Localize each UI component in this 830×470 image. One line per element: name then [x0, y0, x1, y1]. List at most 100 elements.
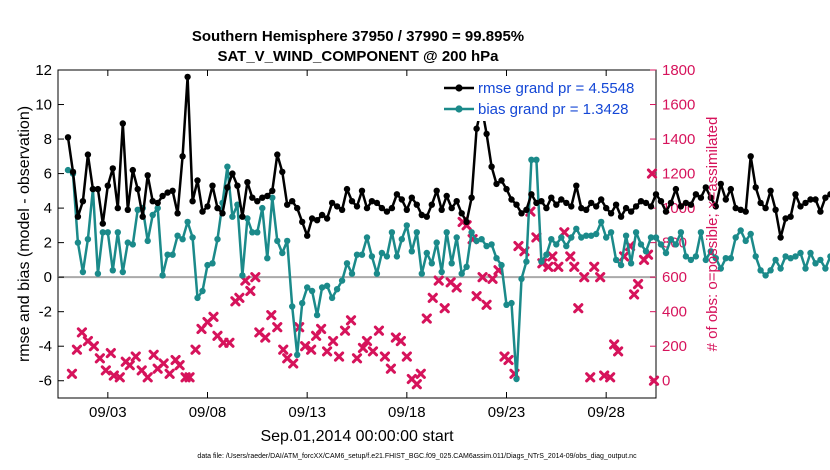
- bias-point: [154, 204, 161, 212]
- rmse-point: [64, 134, 72, 141]
- bias-point: [304, 284, 311, 291]
- chart-title: Southern Hemisphere 37950 / 37990 = 99.8…: [192, 28, 524, 45]
- y-tick-label-right: 600: [662, 269, 687, 286]
- rmse-point: [358, 187, 366, 194]
- rmse-point: [144, 172, 151, 179]
- obs-marker: [345, 315, 357, 326]
- rmse-point: [687, 201, 695, 208]
- bias-point: [752, 253, 759, 260]
- rmse-point: [69, 168, 77, 176]
- rmse-point: [428, 201, 435, 208]
- bias-point: [94, 270, 102, 277]
- obs-marker: [245, 285, 256, 297]
- obs-marker: [100, 365, 111, 376]
- obs-marker: [565, 251, 576, 262]
- rmse-point: [598, 196, 605, 203]
- y-tick-label-right: 1800: [662, 62, 695, 79]
- rmse-point: [483, 130, 490, 138]
- obs-marker: [184, 372, 195, 383]
- rmse-point: [338, 206, 346, 213]
- y-tick-label-right: 1200: [662, 166, 695, 183]
- legend-bias-marker: [455, 105, 463, 113]
- obs-marker: [547, 251, 558, 262]
- y-tick-label-left: -2: [39, 304, 52, 321]
- bias-point: [588, 232, 595, 239]
- rmse-point: [707, 194, 714, 201]
- rmse-point: [368, 198, 376, 205]
- bias-point: [363, 234, 371, 241]
- rmse-point: [438, 206, 445, 213]
- bias-point: [124, 239, 131, 246]
- rmse-point: [259, 194, 266, 201]
- obs-marker: [585, 372, 596, 383]
- bias-point: [313, 311, 321, 319]
- bias-point: [568, 234, 575, 241]
- bias-point: [333, 286, 341, 293]
- rmse-point: [822, 194, 829, 201]
- obs-marker: [250, 272, 261, 283]
- legend: rmse grand pr = 4.5548 bias grand pr = 1…: [438, 77, 648, 121]
- bias-point: [737, 227, 744, 234]
- bias-point: [612, 256, 620, 264]
- obs-marker: [71, 344, 83, 355]
- bias-point: [199, 287, 206, 295]
- rmse-point: [667, 199, 675, 207]
- rmse-point: [299, 218, 306, 226]
- bias-point: [493, 255, 500, 262]
- rmse-point: [682, 199, 690, 207]
- bias-point: [573, 225, 580, 232]
- rmse-point: [323, 215, 331, 222]
- obs-marker: [306, 344, 317, 355]
- obs-marker: [573, 303, 584, 314]
- obs-marker: [427, 292, 438, 303]
- rmse-point: [383, 208, 391, 215]
- bias-point: [368, 253, 376, 260]
- obs-marker: [589, 261, 600, 272]
- rmse-point: [797, 203, 804, 210]
- bias-point: [767, 267, 774, 274]
- rmse-point: [607, 210, 615, 217]
- rmse-point: [453, 198, 460, 205]
- rmse-point: [652, 191, 660, 198]
- bias-point: [279, 249, 286, 257]
- bias-point: [682, 253, 690, 260]
- bias-point: [294, 351, 301, 358]
- bias-point: [503, 301, 510, 308]
- rmse-point: [578, 204, 585, 212]
- bias-point: [533, 156, 540, 163]
- plot-area: [57, 69, 657, 399]
- obs-marker: [433, 275, 444, 286]
- bias-point: [607, 229, 615, 236]
- bias-point: [74, 239, 82, 246]
- bias-point: [378, 249, 386, 257]
- bias-point: [797, 249, 804, 257]
- bias-point: [328, 294, 336, 302]
- obs-marker: [272, 322, 283, 333]
- y-tick-label-left: 8: [44, 131, 52, 148]
- obs-marker: [481, 299, 492, 310]
- rmse-point: [433, 187, 440, 194]
- x-tick-label: 09/03: [89, 404, 127, 421]
- rmse-point: [558, 196, 565, 203]
- bias-point: [483, 242, 490, 250]
- rmse-point: [229, 170, 236, 177]
- rmse-point: [129, 166, 136, 174]
- rmse-point: [637, 198, 645, 205]
- rmse-point: [214, 204, 221, 212]
- rmse-point: [593, 203, 600, 210]
- rmse-point: [264, 192, 271, 200]
- bias-point: [498, 261, 505, 269]
- rmse-point: [588, 199, 595, 207]
- bias-point: [593, 230, 600, 238]
- y-tick-label-left: 2: [44, 235, 52, 252]
- y-tick-label-left: -4: [39, 338, 52, 355]
- bias-point: [827, 253, 830, 260]
- rmse-point: [523, 206, 530, 213]
- rmse-point: [448, 204, 455, 212]
- y-tick-label-left: 12: [35, 62, 52, 79]
- rmse-point: [662, 208, 670, 215]
- bias-point: [119, 268, 127, 276]
- bias-point: [772, 256, 779, 264]
- series-obs-markers: [66, 168, 660, 390]
